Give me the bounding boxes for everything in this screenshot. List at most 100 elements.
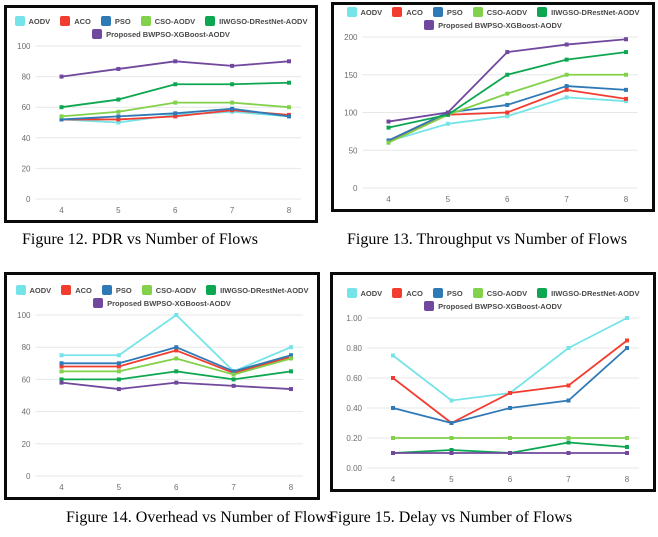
legend-swatch-icon	[537, 288, 548, 298]
data-point-marker	[230, 100, 235, 105]
data-point-marker	[505, 102, 510, 107]
legend-swatch-icon	[206, 285, 217, 295]
data-point-marker	[59, 74, 64, 79]
data-point-marker	[505, 50, 510, 55]
x-tick-label: 7	[564, 195, 569, 204]
data-point-marker	[564, 57, 569, 62]
data-point-marker	[231, 377, 236, 382]
legend-swatch-icon	[472, 288, 483, 298]
data-point-marker	[287, 59, 291, 64]
data-point-marker	[624, 72, 628, 77]
legend-label: CSO-AODV	[486, 7, 528, 17]
data-point-marker	[566, 436, 571, 440]
data-point-marker	[230, 82, 235, 87]
figure-14-caption: Figure 14. Overhead vs Number of Flows	[66, 509, 334, 526]
x-tick-label: 7	[230, 206, 235, 215]
data-point-marker	[116, 353, 121, 358]
x-tick-label: 4	[59, 206, 64, 215]
legend-item: CSO-AODV	[472, 7, 528, 17]
data-point-marker	[59, 369, 64, 374]
data-point-marker	[564, 72, 569, 77]
data-point-marker	[116, 369, 121, 374]
x-tick-label: 5	[449, 475, 454, 484]
data-point-marker	[116, 66, 121, 71]
data-point-marker	[386, 119, 391, 124]
x-tick-label: 7	[231, 483, 236, 492]
legend-label: Proposed BWPSO-XGBoost-AODV	[107, 298, 231, 308]
data-point-marker	[391, 376, 395, 380]
y-tick-label: 100	[17, 42, 31, 51]
data-point-marker	[624, 50, 628, 55]
y-tick-label: 60	[22, 375, 31, 384]
data-point-marker	[505, 72, 510, 77]
data-point-marker	[230, 63, 235, 68]
legend-item: Proposed BWPSO-XGBoost-AODV	[93, 298, 231, 308]
legend-swatch-icon	[60, 16, 71, 26]
legend-row: AODV ACO PSO CSO-AODV IIWGSO-DRestNet-AODV	[15, 285, 308, 295]
data-point-marker	[174, 313, 179, 317]
legend-swatch-icon	[424, 20, 435, 30]
y-tick-label: 80	[22, 73, 31, 82]
legend-item: PSO	[432, 288, 463, 298]
legend-swatch-icon	[424, 301, 435, 311]
data-point-marker	[449, 436, 454, 440]
data-point-marker	[230, 106, 235, 111]
legend-label: CSO-AODV	[486, 288, 528, 298]
x-tick-label: 5	[117, 483, 122, 492]
legend-label: Proposed BWPSO-XGBoost-AODV	[438, 301, 562, 311]
data-point-marker	[173, 82, 178, 87]
y-tick-label: 80	[22, 343, 31, 352]
data-point-marker	[508, 406, 512, 410]
data-point-marker	[174, 348, 179, 353]
legend-item: AODV	[346, 288, 382, 298]
data-point-marker	[116, 109, 121, 114]
data-point-marker	[624, 37, 628, 42]
data-point-marker	[505, 91, 510, 96]
legend-item: ACO	[61, 285, 92, 295]
data-point-marker	[449, 448, 454, 452]
data-point-marker	[386, 140, 391, 145]
y-tick-label: 150	[344, 71, 358, 80]
data-point-marker	[289, 353, 293, 358]
data-point-marker	[386, 138, 391, 143]
y-tick-label: 60	[22, 103, 31, 112]
x-tick-label: 6	[174, 483, 179, 492]
figure-15-chart-panel: AODV ACO PSO CSO-AODV IIWGSO-DRestNet-AODV Pr…	[330, 272, 656, 492]
data-point-marker	[624, 96, 628, 101]
data-point-marker	[508, 391, 512, 395]
figure-12-caption: Figure 12. PDR vs Number of Flows	[22, 231, 259, 248]
x-tick-label: 4	[386, 195, 391, 204]
legend-row: AODV ACO PSO CSO-AODV IIWGSO-DRestNet-AODV	[346, 7, 639, 17]
y-tick-label: 40	[22, 408, 31, 417]
figure-12-chart-panel: AODV ACO PSO CSO-AODV IIWGSO-DRestNet-AODV Pr…	[4, 5, 318, 223]
data-point-marker	[289, 387, 293, 392]
legend-swatch-icon	[392, 7, 403, 17]
y-tick-label: 20	[22, 440, 31, 449]
legend-label: IIWGSO-DRestNet-AODV	[219, 16, 308, 26]
legend-label: AODV	[29, 285, 52, 295]
legend-label: AODV	[28, 16, 51, 26]
data-point-marker	[505, 114, 510, 119]
legend-swatch-icon	[432, 288, 443, 298]
y-tick-label: 40	[22, 134, 31, 143]
data-point-marker	[287, 80, 291, 85]
legend-swatch-icon	[141, 285, 152, 295]
data-point-marker	[173, 59, 178, 64]
data-point-marker	[289, 345, 293, 350]
data-point-marker	[391, 406, 395, 410]
y-tick-label: 100	[17, 311, 31, 320]
data-point-marker	[564, 84, 569, 89]
data-point-marker	[566, 451, 571, 455]
legend-label: CSO-AODV	[155, 285, 197, 295]
data-point-marker	[566, 383, 571, 388]
legend-label: ACO	[406, 7, 423, 17]
legend-label: AODV	[360, 7, 383, 17]
legend-label: PSO	[446, 7, 463, 17]
legend-item: Proposed BWPSO-XGBoost-AODV	[92, 29, 230, 39]
legend-swatch-icon	[392, 288, 403, 298]
legend-row: AODV ACO PSO CSO-AODV IIWGSO-DRestNet-AODV	[14, 16, 308, 26]
legend-label: PSO	[115, 285, 132, 295]
data-point-marker	[59, 361, 64, 366]
legend-row: Proposed BWPSO-XGBoost-AODV	[424, 20, 562, 30]
data-point-marker	[173, 100, 178, 105]
